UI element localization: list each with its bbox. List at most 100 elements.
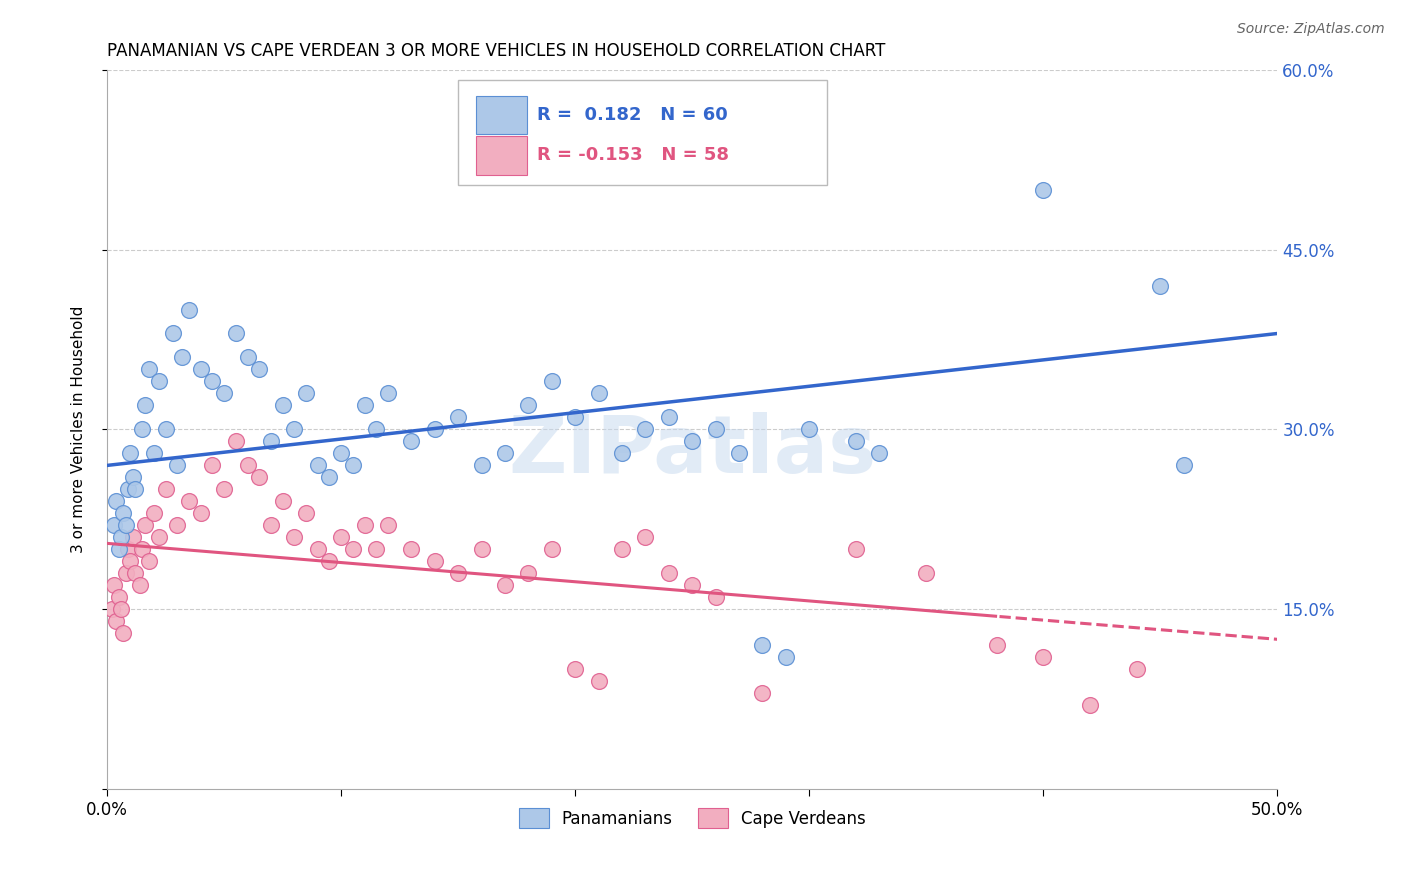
Point — [634, 422, 657, 436]
Point — [318, 554, 340, 568]
Point — [107, 591, 129, 605]
Point — [366, 542, 388, 557]
Point — [260, 434, 283, 449]
Point — [540, 542, 562, 557]
Point — [190, 362, 212, 376]
Point — [751, 686, 773, 700]
Point — [201, 458, 224, 473]
Point — [128, 578, 150, 592]
Point — [134, 518, 156, 533]
Point — [353, 518, 375, 533]
Point — [307, 458, 329, 473]
Point — [986, 638, 1008, 652]
Point — [283, 422, 305, 436]
Point — [236, 351, 259, 365]
Point — [225, 434, 247, 449]
Point — [307, 542, 329, 557]
Point — [471, 458, 494, 473]
Point — [634, 530, 657, 544]
Point — [155, 422, 177, 436]
Point — [869, 446, 891, 460]
Text: PANAMANIAN VS CAPE VERDEAN 3 OR MORE VEHICLES IN HOUSEHOLD CORRELATION CHART: PANAMANIAN VS CAPE VERDEAN 3 OR MORE VEH… — [107, 42, 886, 60]
Point — [120, 554, 142, 568]
Point — [260, 518, 283, 533]
Point — [148, 375, 170, 389]
Point — [103, 578, 125, 592]
Point — [138, 362, 160, 376]
Point — [131, 422, 153, 436]
Point — [131, 542, 153, 557]
Point — [166, 458, 188, 473]
Text: ZIPatlas: ZIPatlas — [508, 412, 876, 490]
Point — [110, 602, 132, 616]
Text: Source: ZipAtlas.com: Source: ZipAtlas.com — [1237, 22, 1385, 37]
Point — [1173, 458, 1195, 473]
Point — [423, 554, 446, 568]
Point — [166, 518, 188, 533]
Point — [114, 518, 136, 533]
Point — [845, 434, 868, 449]
Point — [330, 530, 353, 544]
Point — [401, 542, 423, 557]
Point — [564, 662, 586, 676]
Point — [915, 566, 938, 581]
Point — [1032, 650, 1054, 665]
Point — [799, 422, 821, 436]
Point — [517, 566, 540, 581]
Point — [401, 434, 423, 449]
Point — [658, 410, 681, 425]
Point — [728, 446, 751, 460]
Point — [124, 566, 146, 581]
Point — [283, 530, 305, 544]
Point — [471, 542, 494, 557]
Point — [423, 422, 446, 436]
Point — [105, 615, 128, 629]
Text: R =  0.182   N = 60: R = 0.182 N = 60 — [537, 106, 727, 124]
Point — [271, 494, 294, 508]
Point — [201, 375, 224, 389]
Point — [588, 674, 610, 689]
Point — [377, 518, 399, 533]
Point — [295, 507, 318, 521]
Point — [610, 446, 633, 460]
Point — [610, 542, 633, 557]
Point — [110, 530, 132, 544]
Point — [112, 507, 135, 521]
Point — [377, 386, 399, 401]
Point — [330, 446, 353, 460]
Point — [447, 410, 470, 425]
Point — [112, 626, 135, 640]
Point — [447, 566, 470, 581]
Point — [564, 410, 586, 425]
Point — [588, 386, 610, 401]
Point — [342, 458, 364, 473]
Point — [540, 375, 562, 389]
Point — [271, 399, 294, 413]
Point — [517, 399, 540, 413]
Point — [704, 591, 727, 605]
Point — [295, 386, 318, 401]
Point — [177, 302, 200, 317]
Point — [225, 326, 247, 341]
Point — [117, 483, 139, 497]
FancyBboxPatch shape — [458, 80, 827, 185]
Point — [103, 518, 125, 533]
Point — [121, 530, 143, 544]
Point — [124, 483, 146, 497]
Text: R = -0.153   N = 58: R = -0.153 N = 58 — [537, 146, 728, 164]
Point — [162, 326, 184, 341]
Point — [845, 542, 868, 557]
Point — [114, 566, 136, 581]
Point — [212, 483, 235, 497]
Point — [247, 470, 270, 484]
Point — [704, 422, 727, 436]
Point — [353, 399, 375, 413]
Point — [1126, 662, 1149, 676]
Point — [236, 458, 259, 473]
Point — [190, 507, 212, 521]
Y-axis label: 3 or more Vehicles in Household: 3 or more Vehicles in Household — [72, 306, 86, 553]
Point — [318, 470, 340, 484]
Point — [342, 542, 364, 557]
Point — [1032, 183, 1054, 197]
Point — [100, 602, 122, 616]
